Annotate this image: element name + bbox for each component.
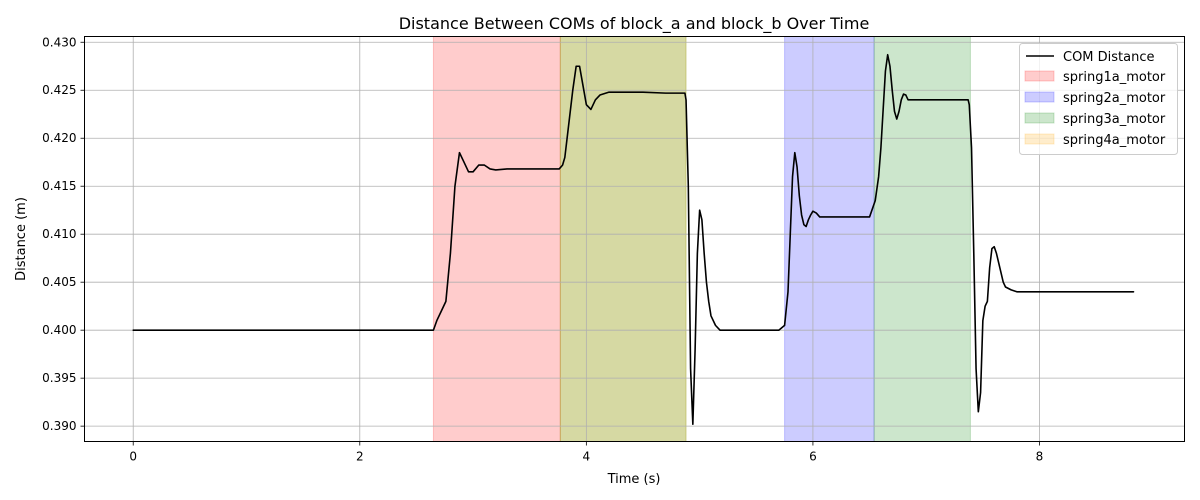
- y-tick-label-2: 0.400: [42, 323, 76, 337]
- y-axis-label: Distance (m): [14, 197, 29, 281]
- legend-swatch-spring1a: [1024, 70, 1055, 82]
- x-axis-label: Time (s): [607, 472, 661, 487]
- x-tick-label-2: 4: [583, 450, 591, 464]
- span-spring4a_motor-0: [559, 36, 687, 442]
- span-spring1a_motor-0: [432, 36, 561, 442]
- axis-ticks: 0 2 4 6 8 0.390 0.395 0.400 0.405 0.410 0.415 0.420…: [42, 35, 1043, 463]
- motor-spans: [432, 36, 971, 442]
- legend-swatch-spring3a: [1024, 112, 1055, 124]
- y-tick-label-1: 0.395: [42, 371, 76, 385]
- plot-frame: [84, 36, 1185, 442]
- span-spring3a_motor-0: [559, 36, 687, 442]
- legend-label-com-distance: COM Distance: [1063, 50, 1155, 65]
- y-tick-label-0: 0.390: [42, 419, 76, 433]
- legend: COM Distance spring1a_motor spring2a_mot…: [1019, 43, 1178, 155]
- x-tick-label-1: 2: [356, 450, 364, 464]
- legend-label-spring4a: spring4a_motor: [1063, 133, 1166, 148]
- grid: [84, 36, 1185, 442]
- x-tick-label-0: 0: [129, 450, 137, 464]
- legend-swatch-spring2a: [1024, 91, 1055, 103]
- y-tick-label-7: 0.425: [42, 83, 76, 97]
- span-spring2a_motor-0: [784, 36, 875, 442]
- legend-label-spring1a: spring1a_motor: [1063, 70, 1166, 85]
- legend-label-spring3a: spring3a_motor: [1063, 112, 1166, 127]
- legend-swatch-spring4a: [1024, 133, 1055, 145]
- y-tick-label-3: 0.405: [42, 275, 76, 289]
- span-spring3a_motor-1: [873, 36, 971, 442]
- chart-title: Distance Between COMs of block_a and blo…: [399, 14, 870, 34]
- y-tick-label-6: 0.420: [42, 131, 76, 145]
- legend-box: [1019, 43, 1178, 155]
- y-tick-label-8: 0.430: [42, 35, 76, 49]
- x-tick-label-4: 8: [1036, 450, 1044, 464]
- legend-label-spring2a: spring2a_motor: [1063, 91, 1166, 106]
- series-group: [132, 53, 1135, 426]
- series-line-0: [132, 53, 1135, 426]
- y-tick-label-4: 0.410: [42, 227, 76, 241]
- x-tick-label-3: 6: [809, 450, 817, 464]
- y-tick-label-5: 0.415: [42, 179, 76, 193]
